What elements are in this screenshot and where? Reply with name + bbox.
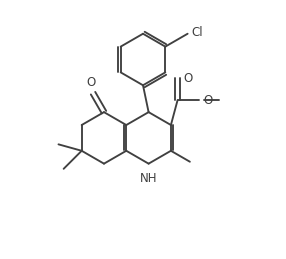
Text: NH: NH — [140, 171, 157, 184]
Text: O: O — [203, 94, 212, 107]
Text: O: O — [86, 76, 96, 89]
Text: Cl: Cl — [191, 26, 202, 39]
Text: O: O — [184, 72, 193, 85]
